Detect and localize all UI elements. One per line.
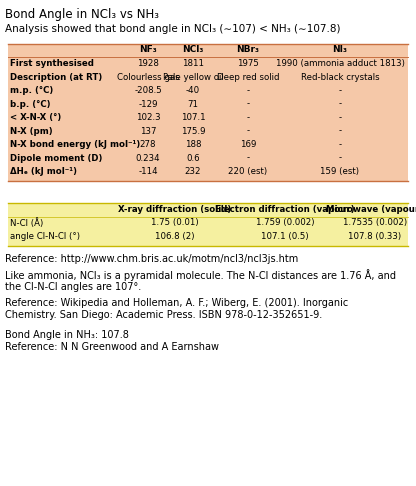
Text: b.p. (°C): b.p. (°C) bbox=[10, 100, 50, 108]
Text: 1.75 (0.01): 1.75 (0.01) bbox=[151, 218, 199, 227]
Text: Reference: Wikipedia and Holleman, A. F.; Wiberg, E. (2001). Inorganic: Reference: Wikipedia and Holleman, A. F.… bbox=[5, 297, 348, 308]
Text: 278: 278 bbox=[140, 140, 156, 149]
Text: 71: 71 bbox=[188, 100, 198, 108]
Text: Microwave (vapour): Microwave (vapour) bbox=[327, 205, 416, 213]
Text: 1928: 1928 bbox=[137, 59, 159, 68]
Text: 188: 188 bbox=[185, 140, 201, 149]
Text: N-X bond energy (kJ mol⁻¹): N-X bond energy (kJ mol⁻¹) bbox=[10, 140, 140, 149]
Text: 107.8 (0.33): 107.8 (0.33) bbox=[349, 231, 401, 241]
Text: 107.1: 107.1 bbox=[181, 113, 206, 122]
Text: NI₃: NI₃ bbox=[332, 46, 347, 54]
Text: 0.6: 0.6 bbox=[186, 154, 200, 162]
Text: m.p. (°C): m.p. (°C) bbox=[10, 86, 53, 95]
Text: Bond Angle in NH₃: 107.8: Bond Angle in NH₃: 107.8 bbox=[5, 330, 129, 340]
Bar bbox=[8, 44, 408, 181]
Text: the Cl-N-Cl angles are 107°.: the Cl-N-Cl angles are 107°. bbox=[5, 281, 141, 292]
Text: -: - bbox=[246, 86, 250, 95]
Text: N-X (pm): N-X (pm) bbox=[10, 126, 53, 136]
Bar bbox=[8, 203, 408, 245]
Text: 1811: 1811 bbox=[182, 59, 204, 68]
Text: 1.759 (0.002): 1.759 (0.002) bbox=[256, 218, 314, 227]
Text: 175.9: 175.9 bbox=[181, 126, 205, 136]
Text: N-Cl (Å): N-Cl (Å) bbox=[10, 218, 43, 228]
Text: NCl₃: NCl₃ bbox=[182, 46, 204, 54]
Text: -: - bbox=[246, 126, 250, 136]
Text: 1975: 1975 bbox=[237, 59, 259, 68]
Text: -: - bbox=[339, 126, 342, 136]
Text: -: - bbox=[246, 113, 250, 122]
Text: 1990 (ammonia adduct 1813): 1990 (ammonia adduct 1813) bbox=[275, 59, 404, 68]
Text: 220 (est): 220 (est) bbox=[228, 167, 267, 176]
Text: -: - bbox=[339, 140, 342, 149]
Text: -208.5: -208.5 bbox=[134, 86, 162, 95]
Text: 169: 169 bbox=[240, 140, 256, 149]
Text: -: - bbox=[339, 100, 342, 108]
Text: 0.234: 0.234 bbox=[136, 154, 160, 162]
Text: Pale yellow oil: Pale yellow oil bbox=[163, 72, 223, 82]
Text: First synthesised: First synthesised bbox=[10, 59, 94, 68]
Text: 1.7535 (0.002): 1.7535 (0.002) bbox=[343, 218, 407, 227]
Text: < X-N-X (°): < X-N-X (°) bbox=[10, 113, 61, 122]
Text: 106.8 (2): 106.8 (2) bbox=[155, 231, 195, 241]
Text: NBr₃: NBr₃ bbox=[237, 46, 260, 54]
Text: Like ammonia, NCl₃ is a pyramidal molecule. The N-Cl distances are 1.76 Å, and: Like ammonia, NCl₃ is a pyramidal molecu… bbox=[5, 270, 396, 281]
Text: 102.3: 102.3 bbox=[136, 113, 160, 122]
Text: -40: -40 bbox=[186, 86, 200, 95]
Text: 232: 232 bbox=[185, 167, 201, 176]
Text: Chemistry. San Diego: Academic Press. ISBN 978-0-12-352651-9.: Chemistry. San Diego: Academic Press. IS… bbox=[5, 310, 322, 319]
Text: Reference: http://www.chm.bris.ac.uk/motm/ncl3/ncl3js.htm: Reference: http://www.chm.bris.ac.uk/mot… bbox=[5, 254, 298, 263]
Text: Red-black crystals: Red-black crystals bbox=[301, 72, 379, 82]
Text: Deep red solid: Deep red solid bbox=[217, 72, 279, 82]
Text: Bond Angle in NCl₃ vs NH₃: Bond Angle in NCl₃ vs NH₃ bbox=[5, 8, 159, 21]
Text: Electron diffraction (vapour): Electron diffraction (vapour) bbox=[215, 205, 355, 213]
Text: Reference: N N Greenwood and A Earnshaw: Reference: N N Greenwood and A Earnshaw bbox=[5, 342, 219, 351]
Text: -: - bbox=[339, 86, 342, 95]
Text: 159 (est): 159 (est) bbox=[320, 167, 359, 176]
Text: -: - bbox=[339, 113, 342, 122]
Text: 107.1 (0.5): 107.1 (0.5) bbox=[261, 231, 309, 241]
Text: -: - bbox=[246, 154, 250, 162]
Text: -: - bbox=[339, 154, 342, 162]
Text: -114: -114 bbox=[138, 167, 158, 176]
Text: Description (at RT): Description (at RT) bbox=[10, 72, 102, 82]
Text: Analysis showed that bond angle in NCl₃ (∼107) < NH₃ (∼107.8): Analysis showed that bond angle in NCl₃ … bbox=[5, 24, 341, 34]
Text: -129: -129 bbox=[138, 100, 158, 108]
Text: 137: 137 bbox=[140, 126, 156, 136]
Text: Dipole moment (D): Dipole moment (D) bbox=[10, 154, 102, 162]
Text: ΔHₑ (kJ mol⁻¹): ΔHₑ (kJ mol⁻¹) bbox=[10, 167, 77, 176]
Text: Colourless gas: Colourless gas bbox=[116, 72, 179, 82]
Text: X-ray diffraction (solid): X-ray diffraction (solid) bbox=[119, 205, 232, 213]
Text: NF₃: NF₃ bbox=[139, 46, 157, 54]
Text: -: - bbox=[246, 100, 250, 108]
Text: angle Cl-N-Cl (°): angle Cl-N-Cl (°) bbox=[10, 231, 80, 241]
